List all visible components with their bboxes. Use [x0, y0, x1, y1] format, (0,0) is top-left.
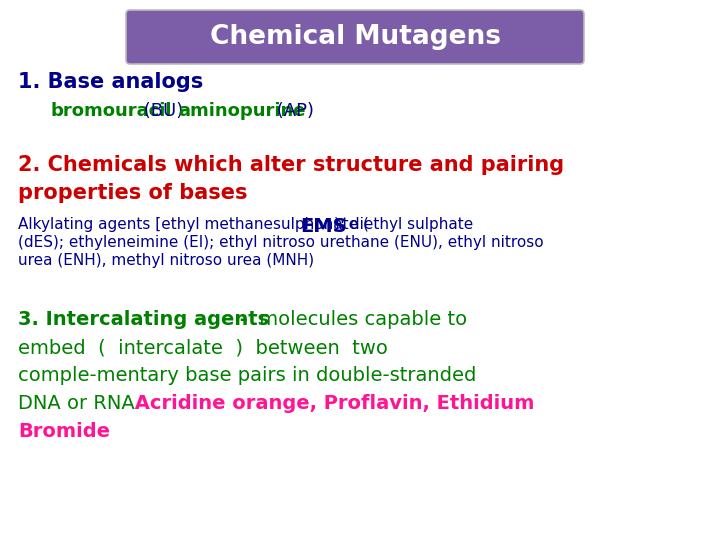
- Text: 3. Intercalating agents: 3. Intercalating agents: [18, 310, 269, 329]
- Text: embed  (  intercalate  )  between  two: embed ( intercalate ) between two: [18, 338, 388, 357]
- FancyBboxPatch shape: [126, 10, 584, 64]
- Text: DNA or RNA.: DNA or RNA.: [18, 394, 140, 413]
- Text: aminopurine: aminopurine: [178, 102, 305, 120]
- Text: 2. Chemicals which alter structure and pairing: 2. Chemicals which alter structure and p…: [18, 155, 564, 175]
- Text: Acridine orange, Proflavin, Ethidium: Acridine orange, Proflavin, Ethidium: [128, 394, 534, 413]
- Text: Bromide: Bromide: [18, 422, 110, 441]
- Text: urea (ENH), methyl nitroso urea (MNH): urea (ENH), methyl nitroso urea (MNH): [18, 253, 314, 268]
- Text: Chemical Mutagens: Chemical Mutagens: [210, 24, 500, 50]
- Text: 1. Base analogs: 1. Base analogs: [18, 72, 203, 92]
- Text: (AP): (AP): [271, 102, 314, 120]
- Text: ); diethyl sulphate: ); diethyl sulphate: [334, 217, 473, 232]
- Text: properties of bases: properties of bases: [18, 183, 248, 203]
- Text: Alkylating agents [ethyl methanesulphonate (: Alkylating agents [ethyl methanesulphona…: [18, 217, 369, 232]
- Text: -: -: [233, 310, 248, 329]
- Text: EMS: EMS: [300, 217, 346, 236]
- Text: molecules capable to: molecules capable to: [253, 310, 467, 329]
- Text: (dES); ethyleneimine (EI); ethyl nitroso urethane (ENU), ethyl nitroso: (dES); ethyleneimine (EI); ethyl nitroso…: [18, 235, 544, 250]
- Text: (BU): (BU): [138, 102, 184, 120]
- Text: bromouracil: bromouracil: [50, 102, 171, 120]
- Text: comple-mentary base pairs in double-stranded: comple-mentary base pairs in double-stra…: [18, 366, 477, 385]
